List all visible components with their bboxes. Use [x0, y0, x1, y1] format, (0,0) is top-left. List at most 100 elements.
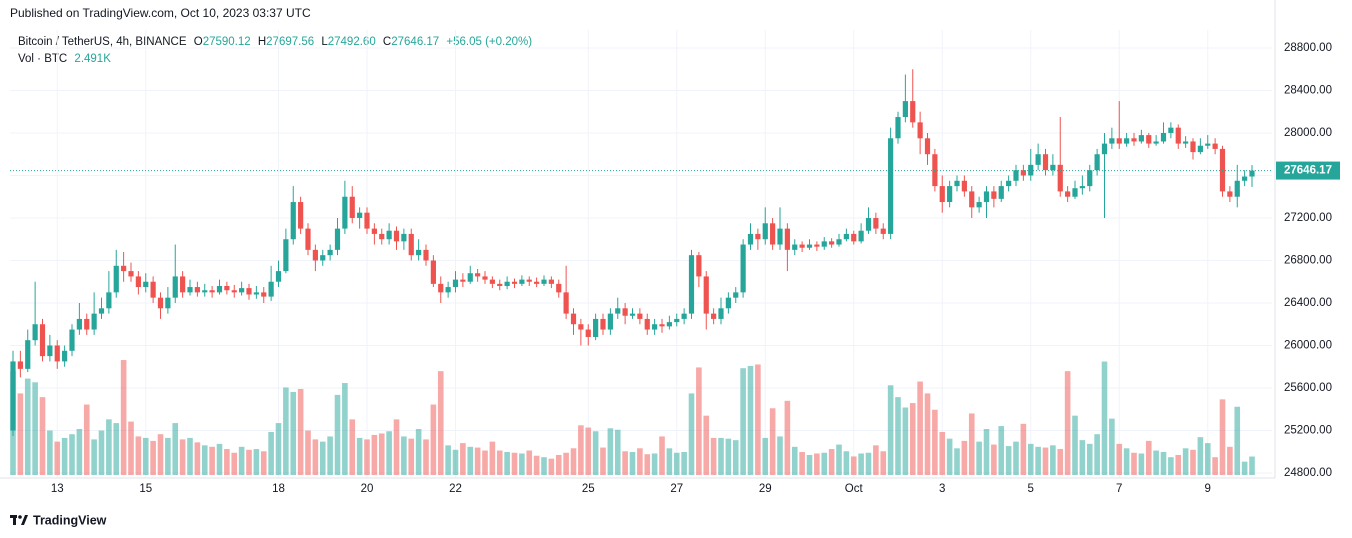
volume-bar: [1050, 445, 1056, 475]
candle-body: [725, 297, 731, 309]
volume-bar: [651, 453, 658, 475]
change: +56.05 (+0.20%): [446, 36, 532, 48]
volume-bar: [1145, 440, 1152, 475]
volume-bar: [1160, 452, 1167, 475]
candle-body: [851, 233, 857, 242]
x-tick-label: 27: [670, 483, 683, 495]
volume-bar: [460, 443, 466, 475]
publish-note: Published on TradingView.com, Oct 10, 20…: [10, 6, 311, 20]
volume-bar: [24, 378, 31, 475]
volume-bar: [504, 452, 510, 475]
volume-bar: [1168, 457, 1174, 475]
y-tick-label: 28000.00: [1284, 127, 1332, 139]
candle-body: [246, 288, 252, 295]
volume-bar: [283, 387, 289, 475]
x-tick-label: 13: [51, 483, 64, 495]
candle-body: [983, 191, 990, 203]
candle-body: [711, 313, 717, 319]
candle-body: [865, 217, 872, 231]
volume-bar: [356, 437, 363, 475]
candle-body: [10, 361, 16, 431]
candle-body: [1072, 188, 1078, 197]
volume-bar: [437, 371, 444, 475]
volume-bar: [1079, 440, 1086, 475]
l-key: L: [321, 36, 328, 48]
candle-body: [644, 318, 650, 330]
candle-body: [637, 313, 643, 319]
volume-bar: [814, 453, 820, 475]
candle-body: [194, 287, 200, 293]
candle-body: [570, 313, 577, 325]
candle-body: [1101, 143, 1108, 155]
candle-body: [718, 308, 724, 319]
x-tick-label: 7: [1116, 483, 1122, 495]
volume-bar: [128, 421, 134, 475]
volume-bar: [747, 365, 754, 475]
candle-body: [1124, 138, 1130, 144]
volume-bar: [209, 446, 215, 475]
volume-bar: [762, 437, 769, 475]
candle-body: [792, 244, 798, 250]
volume-bar: [688, 393, 695, 475]
candle-body: [135, 276, 141, 288]
volume-bar: [1109, 418, 1115, 475]
candle-body: [1138, 135, 1144, 142]
volume-bar: [1197, 437, 1204, 475]
candle-body: [401, 233, 407, 242]
volume-bar: [120, 360, 127, 475]
volume-bar: [519, 453, 525, 475]
volume-bar: [305, 430, 311, 475]
candle-body: [342, 196, 348, 229]
candle-body: [829, 241, 835, 245]
candle-body: [106, 292, 112, 309]
volume-bar: [1212, 457, 1218, 475]
volume-bar: [511, 452, 518, 475]
y-tick-label: 28400.00: [1284, 84, 1332, 96]
candle-body: [880, 228, 886, 234]
candle-body: [62, 350, 68, 362]
volume-bar: [570, 448, 577, 475]
candle-body: [165, 297, 171, 309]
candle-body: [416, 249, 422, 256]
candle-body: [873, 217, 879, 229]
candle-body: [216, 285, 223, 293]
volume-bar: [1131, 452, 1137, 475]
candle-body: [1020, 170, 1026, 176]
volume-bar: [983, 429, 990, 475]
volume-bar: [696, 367, 702, 475]
volume-bar: [371, 434, 378, 475]
x-tick-label: 22: [449, 483, 462, 495]
candle-body: [393, 230, 400, 242]
x-tick-label: 9: [1205, 483, 1211, 495]
candle-body: [379, 233, 385, 240]
candle-body: [740, 244, 746, 293]
volume-bar: [1013, 441, 1019, 475]
volume-bar: [1027, 443, 1034, 475]
x-tick-label: 18: [272, 483, 285, 495]
candle-body: [969, 191, 975, 208]
volume-bar: [474, 447, 481, 475]
volume-bar: [423, 439, 429, 475]
y-tick-label: 28800.00: [1284, 42, 1332, 54]
volume-bar: [393, 419, 400, 475]
volume-bar: [172, 423, 179, 475]
h-key: H: [258, 36, 266, 48]
candle-body: [703, 276, 709, 314]
candle-body: [231, 290, 237, 293]
volume-bar: [275, 423, 282, 475]
volume-bar: [401, 436, 407, 475]
volume-bar: [718, 437, 724, 475]
candle-body: [334, 228, 341, 250]
candle-body: [209, 290, 215, 293]
volume-bar: [1182, 448, 1189, 475]
volume-bar: [880, 451, 887, 475]
candle-body: [253, 292, 259, 295]
candle-body: [91, 313, 97, 330]
x-tick-label: 3: [939, 483, 945, 495]
candle-body: [143, 281, 149, 288]
volume-bar: [69, 434, 75, 475]
volume-bar: [865, 452, 872, 475]
volume-bar: [224, 449, 230, 475]
candle-body: [150, 281, 156, 298]
candle-body: [128, 271, 134, 277]
